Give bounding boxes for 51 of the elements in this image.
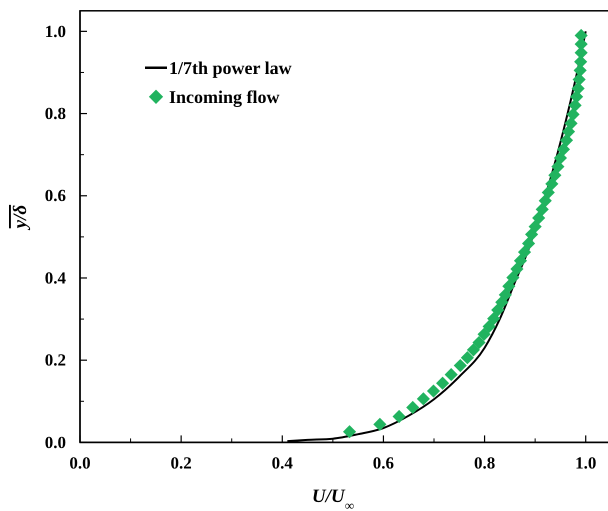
point — [538, 194, 552, 208]
x-tick-label: 0.4 — [272, 453, 294, 472]
point — [545, 177, 558, 190]
point — [502, 280, 516, 293]
point — [554, 151, 567, 165]
y-tick-label: 0.4 — [44, 268, 66, 288]
point — [466, 343, 480, 356]
point — [342, 425, 356, 438]
point — [392, 410, 406, 424]
y-tick-label: 0.0 — [44, 432, 66, 452]
point — [436, 376, 450, 390]
x-tick-label: 0.8 — [474, 453, 496, 472]
y-tick-label: 0.8 — [44, 104, 66, 123]
point — [518, 246, 532, 259]
point — [564, 116, 578, 130]
point — [528, 220, 542, 234]
point — [487, 312, 500, 326]
point — [556, 142, 570, 156]
x-axis-title: U/U$_{∞}$ — [312, 486, 355, 511]
y-axis-title: y/δ — [10, 204, 31, 230]
point — [406, 400, 420, 414]
legend-label: 1/7th power law — [169, 58, 292, 78]
point — [460, 351, 474, 364]
point — [532, 211, 546, 225]
point — [491, 303, 504, 317]
point — [510, 262, 524, 276]
point — [522, 236, 536, 250]
point — [472, 336, 486, 350]
point — [551, 160, 564, 174]
x-tick-label: 0.2 — [170, 453, 192, 472]
point — [548, 168, 562, 182]
y-tick-label: 0.2 — [44, 350, 66, 370]
point — [482, 320, 496, 334]
point — [426, 384, 440, 398]
point — [478, 328, 491, 341]
x-tick-label: 0.6 — [372, 453, 394, 472]
point — [373, 418, 386, 431]
point — [566, 108, 580, 121]
point — [416, 392, 430, 406]
legend-label: Incoming flow — [169, 86, 280, 107]
y-tick-label: 1.0 — [44, 22, 66, 41]
y-tick-label: 0.6 — [44, 186, 66, 206]
point — [444, 368, 458, 382]
point — [542, 186, 555, 200]
point — [498, 288, 512, 302]
point — [536, 202, 549, 216]
point — [454, 358, 467, 372]
point — [506, 271, 520, 284]
point — [514, 254, 528, 268]
x-tick-label: 1.0 — [575, 453, 596, 472]
x-tick-label: 0.0 — [69, 453, 91, 472]
